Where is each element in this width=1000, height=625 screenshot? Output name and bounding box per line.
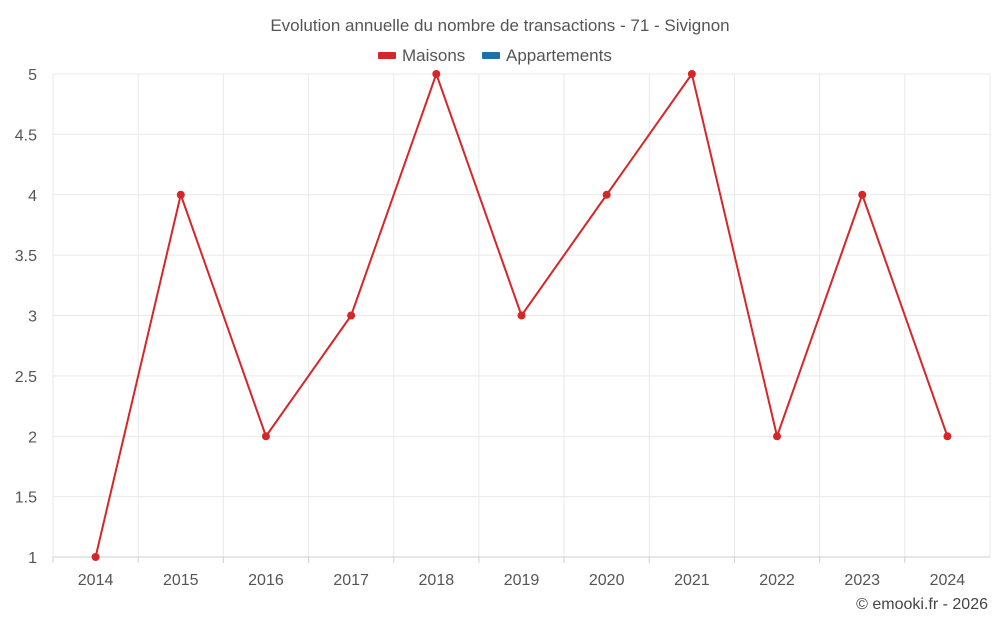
credit-text: © emooki.fr - 2026 [856,596,988,613]
x-tick-label: 2017 [333,572,369,589]
data-point-maisons-2015[interactable] [176,190,185,199]
y-axis-ticks: 1 1.5 2 2.5 3 3.5 4 4.5 5 [15,67,37,567]
y-tick-label: 1 [28,550,37,567]
x-tick-label: 2022 [759,572,795,589]
data-point-maisons-2017[interactable] [347,311,356,320]
data-point-maisons-2018[interactable] [432,70,441,78]
y-tick-label: 3 [28,309,37,326]
data-point-maisons-2023[interactable] [858,190,867,199]
data-point-maisons-2016[interactable] [261,432,270,441]
legend-item-maisons[interactable]: Maisons [378,46,465,65]
data-point-maisons-2014[interactable] [91,553,100,561]
legend-swatch-maisons [378,52,396,59]
data-point-maisons-2021[interactable] [687,70,696,78]
legend-label-appartements: Appartements [506,46,612,65]
x-tick-label: 2019 [504,572,540,589]
chart-title: Evolution annuelle du nombre de transact… [270,16,729,35]
x-tick-label: 2014 [78,572,114,589]
legend-item-appartements[interactable]: Appartements [482,46,612,65]
y-tick-label: 2.5 [15,369,37,386]
x-tick-label: 2020 [589,572,625,589]
data-point-maisons-2020[interactable] [602,190,611,199]
x-tick-label: 2016 [248,572,284,589]
series-maisons [91,70,952,561]
y-tick-label: 3.5 [15,248,37,265]
x-tick-label: 2018 [419,572,455,589]
legend-swatch-appartements [482,52,500,59]
y-tick-label: 4 [28,188,37,205]
data-point-maisons-2022[interactable] [773,432,782,441]
x-tick-label: 2021 [674,572,710,589]
y-tick-label: 1.5 [15,490,37,507]
x-tick-label: 2015 [163,572,199,589]
gridlines [52,73,991,558]
y-tick-label: 5 [28,67,37,84]
data-point-maisons-2019[interactable] [517,311,526,320]
x-axis-ticks: 2014 2015 2016 2017 2018 2019 2020 2021 2022 2023… [52,557,966,589]
data-point-maisons-2024[interactable] [943,432,952,441]
x-tick-label: 2024 [930,572,966,589]
legend-label-maisons: Maisons [402,46,465,65]
legend: Maisons Appartements [378,46,612,65]
x-tick-label: 2023 [844,572,880,589]
y-tick-label: 4.5 [15,127,37,144]
y-tick-label: 2 [28,429,37,446]
